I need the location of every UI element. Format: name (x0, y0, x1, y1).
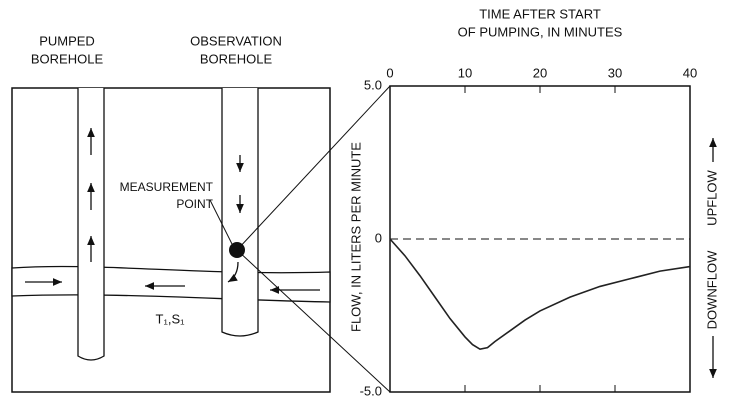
x-tick-label: 0 (386, 65, 393, 80)
x-tick-label: 30 (608, 65, 622, 80)
flow-line (389, 238, 691, 351)
y-tick-label: 0 (375, 230, 382, 245)
aquifer-label: T₁,S₁ (156, 311, 186, 326)
x-axis-label: TIME AFTER START (479, 6, 601, 21)
leader-line (236, 85, 391, 251)
downflow-label: DOWNFLOW (704, 250, 719, 329)
leader-line (236, 249, 391, 393)
pumped-label: PUMPED (39, 33, 95, 48)
upflow-label: UPFLOW (704, 169, 719, 225)
label-leader (209, 199, 233, 245)
observation-label: OBSERVATION (190, 33, 282, 48)
pumped-borehole (77, 88, 105, 361)
observation-label: BOREHOLE (200, 51, 273, 66)
x-tick-label: 40 (683, 65, 697, 80)
diagram-frame (11, 87, 331, 393)
measurement-label: POINT (176, 197, 213, 211)
y-tick-label: -5.0 (360, 383, 382, 398)
pumped-label: BOREHOLE (31, 51, 104, 66)
aquifer (11, 265, 331, 303)
x-tick-label: 10 (458, 65, 472, 80)
measurement-label: MEASUREMENT (120, 180, 214, 194)
x-tick-label: 20 (533, 65, 547, 80)
y-axis-label: FLOW, IN LITERS PER MINUTE (348, 142, 363, 332)
borehole-diagram: PUMPED BOREHOLE OBSERVATION BOREHOLE MEA… (11, 33, 391, 393)
flow-arrows (25, 128, 320, 294)
y-tick-label: 5.0 (364, 77, 382, 92)
x-axis-label: OF PUMPING, IN MINUTES (458, 24, 623, 39)
